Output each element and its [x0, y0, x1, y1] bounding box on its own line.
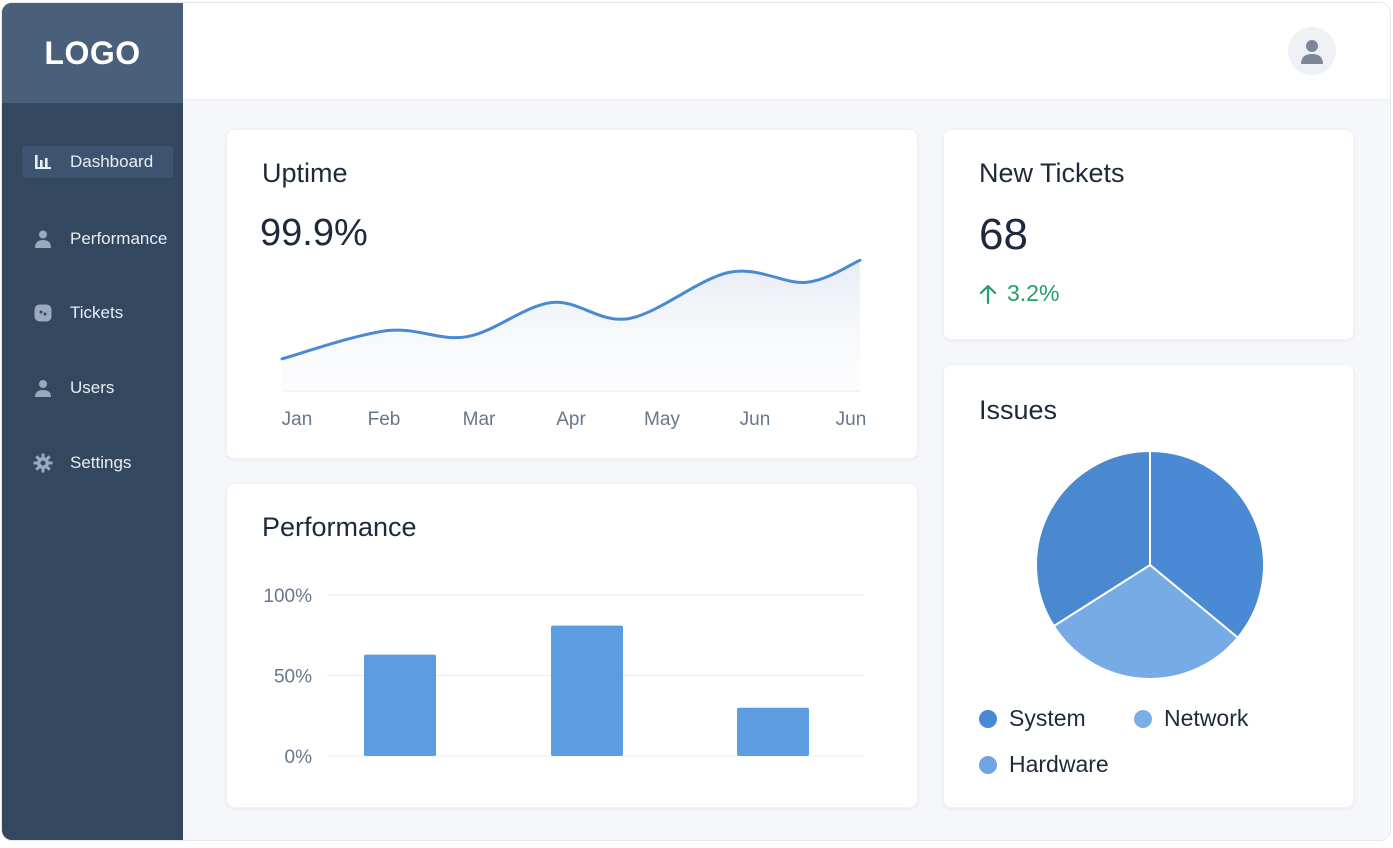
bar-chart-icon — [32, 151, 54, 173]
legend-hardware: Hardware — [979, 751, 1109, 778]
performance-bar[interactable] — [551, 625, 623, 756]
legend-network: Network — [1134, 705, 1248, 732]
sidebar-item-label: Performance — [70, 229, 168, 248]
ticket-icon — [32, 302, 54, 324]
performance-y-tick-label: 0% — [285, 747, 313, 768]
uptime-line — [280, 258, 862, 361]
legend-label: Network — [1164, 705, 1249, 731]
sidebar-item-label: Settings — [70, 453, 132, 472]
tickets-change-value: 3.2% — [1007, 280, 1060, 306]
logo[interactable]: LOGO — [2, 3, 183, 103]
uptime-x-tick-label: Jan — [282, 409, 313, 430]
sidebar-item-label: Tickets — [70, 303, 124, 322]
tickets-change: 3.2% — [979, 280, 1059, 307]
sidebar-item-dashboard[interactable]: Dashboard — [22, 146, 173, 178]
legend-dot — [979, 709, 997, 728]
gear-icon — [32, 452, 54, 474]
user-avatar-icon — [1301, 40, 1323, 64]
performance-card: Performance 0% 50% 100% — [226, 483, 918, 808]
top-header — [183, 3, 1390, 100]
uptime-chart: Jan Feb Mar Apr May Jun Jun — [280, 258, 867, 430]
new-tickets-card: New Tickets 68 3.2% — [943, 129, 1354, 340]
sidebar-item-performance[interactable]: Performance — [22, 223, 167, 255]
sidebar-item-settings[interactable]: Settings — [22, 447, 131, 479]
uptime-title: Uptime — [262, 158, 348, 188]
user-avatar-button[interactable] — [1288, 27, 1336, 75]
uptime-x-tick-label: Apr — [556, 409, 586, 430]
uptime-x-tick-label: Mar — [463, 409, 496, 430]
legend-dot — [979, 755, 997, 774]
legend-system: System — [979, 705, 1086, 732]
issues-card: Issues System Network Hardware — [943, 364, 1354, 808]
performance-chart: 0% 50% 100% — [263, 586, 864, 768]
performance-bar[interactable] — [737, 707, 809, 756]
legend-dot — [1134, 709, 1152, 728]
performance-bar[interactable] — [364, 654, 436, 756]
new-tickets-title: New Tickets — [979, 158, 1125, 188]
sidebar-item-label: Dashboard — [70, 152, 154, 171]
user-icon — [32, 228, 54, 250]
legend-label: Hardware — [1009, 751, 1109, 777]
performance-y-tick-label: 100% — [263, 586, 312, 607]
uptime-card: Uptime 99.9% Jan Feb Mar Apr May Jun Jun — [226, 129, 918, 459]
performance-y-tick-label: 50% — [274, 667, 312, 688]
performance-title: Performance — [262, 512, 417, 542]
issues-title: Issues — [979, 395, 1058, 425]
arrow-up-icon — [979, 284, 997, 304]
uptime-area — [282, 260, 860, 391]
issues-pie-chart — [1035, 449, 1265, 680]
uptime-x-tick-label: Jun — [836, 409, 867, 430]
sidebar: LOGO Dashboard Performance Tickets — [2, 3, 183, 840]
app-window: LOGO Dashboard Performance Tickets — [2, 3, 1390, 840]
uptime-x-tick-label: Feb — [368, 409, 401, 430]
uptime-value: 99.9% — [260, 212, 368, 254]
pie-slice-system[interactable] — [1149, 449, 1265, 640]
sidebar-item-tickets[interactable]: Tickets — [22, 297, 123, 329]
sidebar-item-users[interactable]: Users — [22, 372, 114, 404]
new-tickets-value: 68 — [979, 210, 1028, 259]
logo-text: LOGO — [44, 34, 141, 71]
pie-slice-hardware[interactable] — [1035, 449, 1151, 628]
users-icon — [32, 377, 54, 399]
sidebar-item-label: Users — [70, 378, 115, 397]
legend-label: System — [1009, 705, 1086, 731]
uptime-x-tick-label: Jun — [740, 409, 771, 430]
pie-slice-network[interactable] — [1052, 563, 1240, 680]
uptime-x-tick-label: May — [644, 409, 680, 430]
